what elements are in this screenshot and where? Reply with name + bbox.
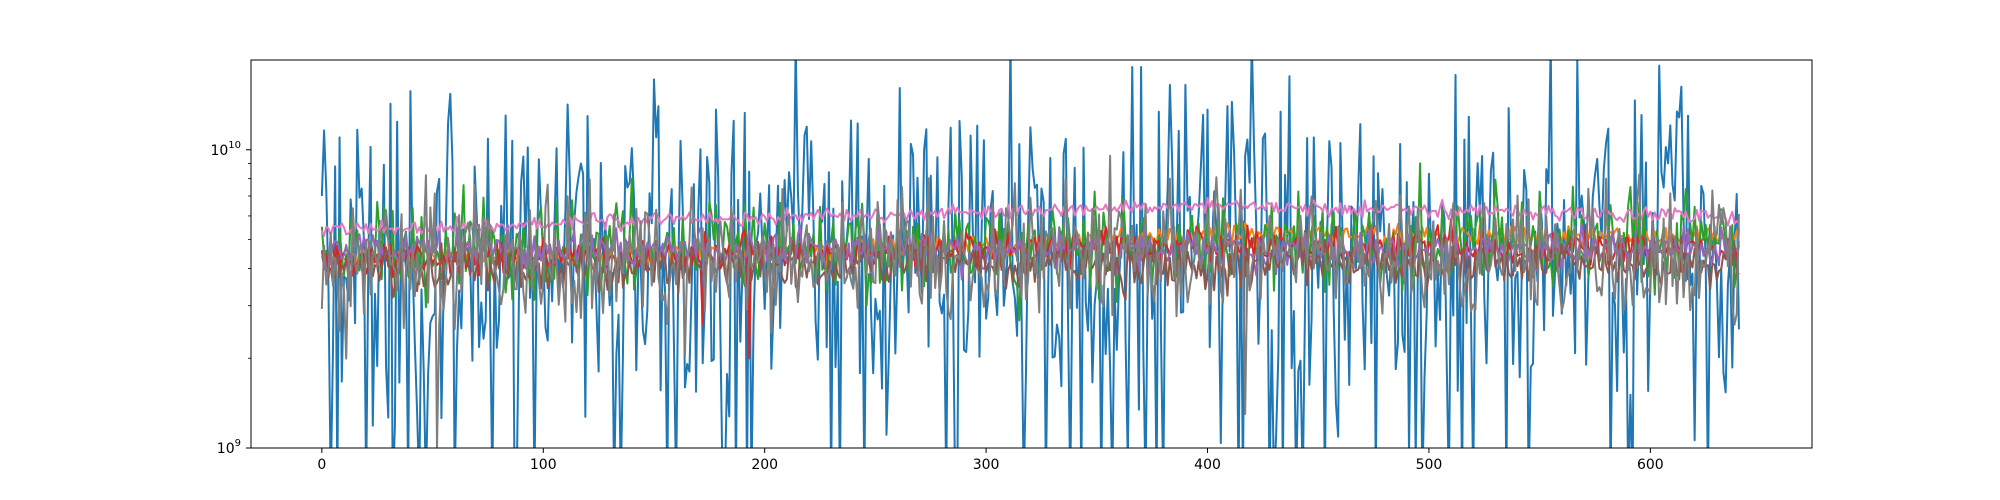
y-tick-label-exponent: 10 [228, 140, 241, 151]
series-group [320, 60, 1740, 448]
x-tick-label: 600 [1637, 457, 1664, 473]
y-tick-label-exponent: 9 [235, 438, 241, 449]
y-tick-label: 109 [217, 438, 241, 457]
x-tick-label: 300 [973, 457, 1000, 473]
plot-frame [250, 59, 1813, 449]
x-tick-label: 400 [1194, 457, 1221, 473]
x-tick-label: 100 [530, 457, 557, 473]
x-tick-label: 200 [751, 457, 778, 473]
series-line-8 [320, 154, 1740, 448]
x-tick-label: 500 [1416, 457, 1443, 473]
x-tick-label: 0 [317, 457, 326, 473]
y-tick-label-base: 10 [217, 441, 235, 457]
x-axis: 0 100 200 300 400 500 600 [317, 448, 1664, 473]
y-tick-label-base: 10 [210, 143, 228, 159]
y-tick-label: 1010 [210, 140, 241, 159]
plot-area [250, 59, 1813, 449]
